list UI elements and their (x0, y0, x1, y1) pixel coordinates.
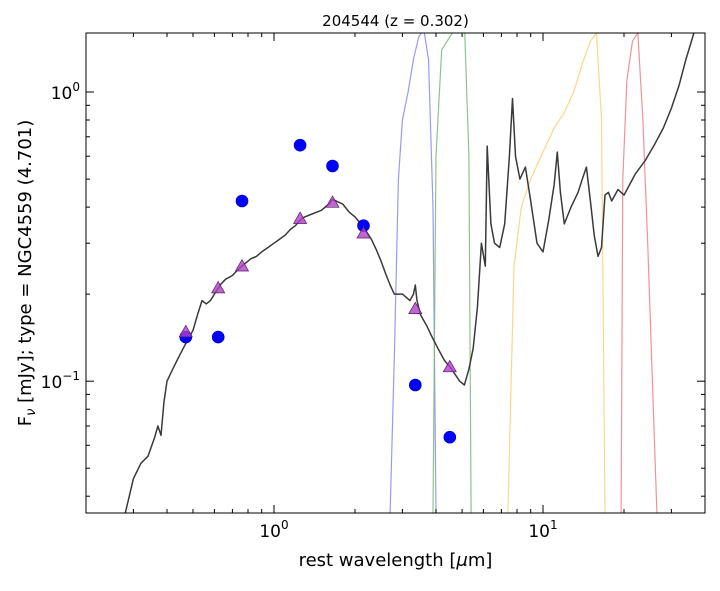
observed-point-3 (293, 138, 307, 152)
observed-point-4 (326, 159, 339, 173)
model-point-3 (292, 211, 308, 224)
filter-curves (389, 33, 658, 513)
model-point-1 (211, 280, 226, 294)
filter-curve-1 (432, 33, 472, 513)
model-points (178, 195, 457, 373)
tick-labels: 100 101 10−1 100 (41, 80, 558, 542)
y-tick-label: 10−1 (41, 369, 80, 393)
axis-ticks (85, 33, 706, 513)
observed-point-1 (211, 330, 225, 344)
model-point-2 (234, 258, 250, 272)
model-point-7 (442, 359, 457, 373)
filter-curve-0 (389, 33, 437, 513)
y-tick-label: 100 (51, 80, 80, 104)
y-axis-label: Fν [mJy]; type = NGC4559 (4.701) (15, 120, 39, 427)
model-point-5 (356, 225, 371, 239)
observed-point-6 (408, 378, 422, 392)
filter-curve-2 (507, 33, 606, 513)
model-point-6 (408, 301, 423, 314)
observed-point-2 (235, 194, 249, 208)
x-tick-label: 101 (528, 518, 557, 542)
chart-title: 204544 (z = 0.302) (322, 12, 469, 30)
x-tick-label: 100 (259, 518, 288, 542)
model-point-4 (325, 195, 340, 208)
filter-curve-3 (620, 33, 658, 513)
observed-points (179, 138, 457, 444)
x-axis-label: rest wavelength [μm] (299, 550, 493, 571)
plot-frame (85, 32, 706, 514)
observed-point-7 (443, 430, 457, 444)
model-point-0 (178, 324, 193, 338)
